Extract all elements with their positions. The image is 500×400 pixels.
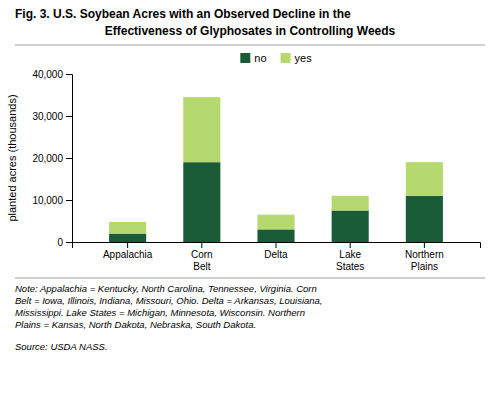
tick: 20,000	[32, 153, 72, 164]
series	[109, 97, 443, 234]
tick-label: LakeStates	[336, 249, 364, 272]
legend-item: no	[240, 52, 266, 64]
bar	[257, 215, 294, 230]
tick-mark	[127, 242, 128, 248]
tick-mark	[66, 158, 72, 159]
tick-label: Appalachia	[103, 249, 153, 260]
tick-mark	[201, 242, 202, 248]
tick: 30,000	[32, 111, 72, 122]
rule	[15, 278, 485, 279]
subtitle: Effectiveness of Glyphosates in Controll…	[105, 24, 396, 38]
plot: 0 10,000 20,000 30,000 40,000 Appalachia CornB…	[32, 69, 480, 272]
chart: Fig. 3. U.S. Soybean Acres with an Obser…	[0, 0, 500, 400]
title: Fig. 3. U.S. Soybean Acres with an Obser…	[15, 7, 351, 21]
tick: Delta	[264, 242, 288, 260]
bar	[332, 211, 369, 243]
tick-label: 0	[57, 237, 63, 248]
legend-item: yes	[281, 52, 313, 64]
tick-mark	[66, 74, 72, 75]
legend-label: yes	[295, 52, 313, 64]
bars	[109, 97, 443, 242]
annotation: Note: Appalachia = Kentucky, North Carol…	[15, 283, 323, 330]
tick-label: NorthernPlains	[405, 249, 444, 272]
axis-line	[73, 243, 481, 249]
tick: Appalachia	[103, 242, 153, 260]
annotation: Source: USDA NASS.	[15, 341, 108, 352]
tick-label: 40,000	[32, 69, 63, 80]
legend-swatch	[240, 53, 250, 63]
legend: no yes	[240, 52, 312, 64]
rule	[15, 45, 485, 46]
bar	[406, 162, 443, 196]
tick-mark	[66, 116, 72, 117]
legend-label: no	[254, 52, 266, 64]
x-axis: Appalachia CornBelt Delta LakeStates Norther…	[73, 242, 481, 272]
tick-mark	[424, 242, 425, 248]
tick-label: 20,000	[32, 153, 63, 164]
tick: LakeStates	[336, 242, 364, 272]
tick: 10,000	[32, 195, 72, 206]
bar	[183, 97, 220, 162]
tick: 40,000	[32, 69, 72, 80]
tick-mark	[276, 242, 277, 248]
bar	[257, 229, 294, 242]
tick-label: CornBelt	[191, 249, 213, 272]
tick: NorthernPlains	[405, 242, 444, 272]
tick-label: Delta	[264, 249, 288, 260]
series	[109, 162, 443, 242]
axis-line	[66, 75, 73, 243]
tick-mark	[66, 200, 72, 201]
tick: 0	[57, 237, 72, 248]
tick: CornBelt	[191, 242, 213, 272]
axis-title: planted acres (thousands)	[6, 94, 18, 221]
tick-label: 30,000	[32, 111, 63, 122]
bar	[183, 162, 220, 242]
y-axis: 0 10,000 20,000 30,000 40,000	[32, 69, 72, 248]
legend-swatch	[281, 53, 291, 63]
bar	[109, 234, 146, 242]
tick-mark	[350, 242, 351, 248]
tick-label: 10,000	[32, 195, 63, 206]
bar	[406, 196, 443, 242]
bar	[109, 222, 146, 234]
bar	[332, 196, 369, 211]
tick-mark	[66, 242, 72, 243]
